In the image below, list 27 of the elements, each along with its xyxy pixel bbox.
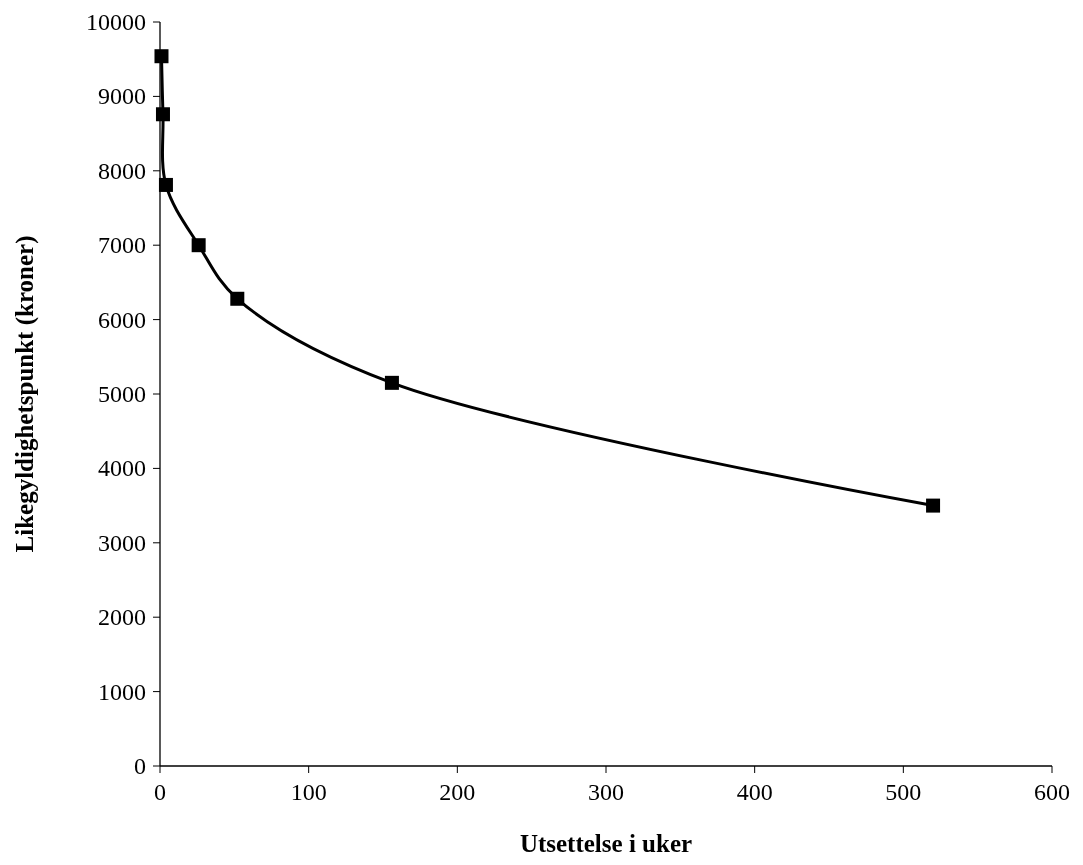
- point: [191, 238, 206, 253]
- y-tick-label: 3000: [98, 529, 146, 556]
- point: [158, 177, 173, 192]
- y-tick-label: 5000: [98, 381, 146, 407]
- y-tick-label: 8000: [98, 157, 146, 184]
- y-tick-label: 2000: [98, 604, 146, 631]
- y-tick-label: 9000: [98, 83, 146, 110]
- x-tick-label: 0: [154, 779, 166, 805]
- x-tick-label: 300: [588, 779, 624, 805]
- x-axis-title: Utsettelse i uker: [519, 830, 693, 857]
- y-tick-label: 0: [134, 753, 146, 779]
- x-tick-label: 400: [736, 779, 773, 805]
- y-tick-label: 10000: [86, 9, 146, 35]
- point: [926, 498, 941, 513]
- x-tick-label: 200: [439, 779, 476, 805]
- point: [155, 107, 170, 122]
- point: [154, 49, 169, 64]
- point: [230, 291, 245, 306]
- x-tick-label: 600: [1034, 779, 1070, 805]
- y-tick-label: 4000: [98, 455, 146, 482]
- y-tick-label: 1000: [98, 678, 146, 705]
- x-tick-label: 100: [290, 779, 327, 805]
- x-tick-label: 500: [885, 779, 922, 805]
- y-axis-title: Likegyldighetspunkt (kroner): [11, 235, 39, 553]
- y-tick-label: 6000: [98, 306, 146, 333]
- point: [384, 375, 399, 390]
- y-tick-label: 7000: [98, 232, 146, 259]
